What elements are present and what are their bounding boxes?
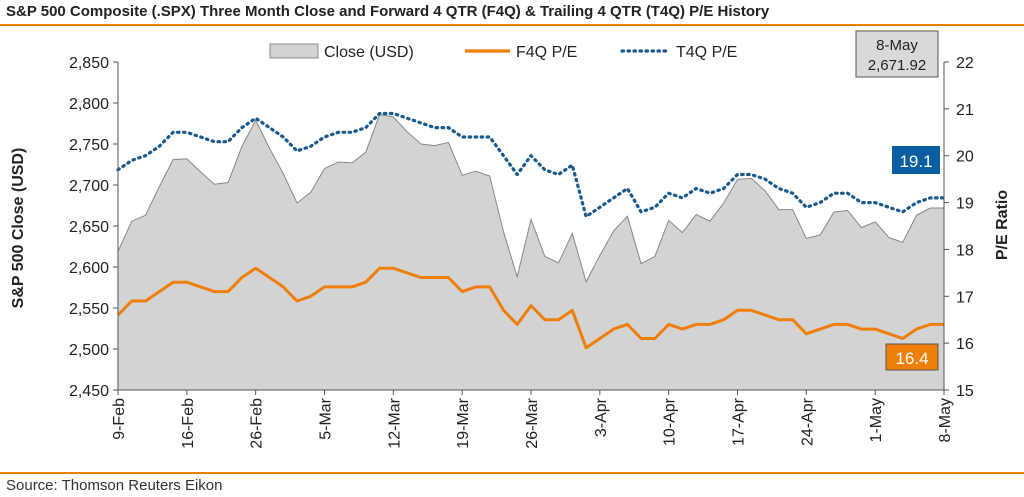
close-area bbox=[117, 113, 945, 391]
close-area-layer bbox=[117, 113, 945, 391]
y-tick-label-right: 18 bbox=[956, 242, 974, 259]
legend: Close (USD) F4Q P/E T4Q P/E bbox=[269, 43, 737, 61]
x-tick-label: 24-Apr bbox=[799, 397, 816, 446]
y-tick-label-right: 17 bbox=[956, 289, 974, 306]
title-rule bbox=[0, 24, 1024, 26]
y-tick-label-right: 22 bbox=[956, 55, 974, 72]
y-tick-label-right: 20 bbox=[956, 149, 974, 166]
f4q-badge: 16.4 bbox=[885, 343, 939, 371]
last-value-callout: 8-May 2,671.92 bbox=[855, 30, 939, 78]
x-tick-label: 17-Apr bbox=[731, 397, 748, 446]
y-tick-label-left: 2,700 bbox=[69, 178, 109, 195]
y-tick-label-left: 2,450 bbox=[69, 383, 109, 400]
pe-lines-layer bbox=[116, 111, 946, 350]
axes-layer: 2,450 2,500 2,550 2,600 2,650 2,700 2,750 2,800… bbox=[69, 55, 974, 449]
y-tick-label-left: 2,500 bbox=[69, 342, 109, 359]
y-tick-label-left: 2,550 bbox=[69, 301, 109, 318]
t4q-line bbox=[116, 111, 946, 219]
y-tick-label-right: 21 bbox=[956, 102, 974, 119]
y-tick-label-right: 19 bbox=[956, 196, 974, 213]
f4q-line bbox=[116, 266, 944, 350]
t4q-badge-box bbox=[892, 146, 940, 174]
t4q-badge-value: 19.1 bbox=[899, 152, 932, 171]
y-tick-label-left: 2,850 bbox=[69, 55, 109, 72]
chart-title: S&P 500 Composite (.SPX) Three Month Clo… bbox=[6, 3, 770, 20]
source-note: Source: Thomson Reuters Eikon bbox=[6, 477, 223, 494]
x-tick-label: 3-Apr bbox=[593, 397, 610, 437]
x-tick-label: 26-Mar bbox=[524, 397, 541, 448]
x-tick-label: 9-Feb bbox=[111, 398, 128, 440]
y-axis-title-left: S&P 500 Close (USD) bbox=[10, 148, 27, 309]
y-tick-label-right: 15 bbox=[956, 383, 974, 400]
source-rule bbox=[0, 472, 1024, 474]
y-tick-label-left: 2,600 bbox=[69, 260, 109, 277]
y-axis-title-right: P/E Ratio bbox=[994, 190, 1011, 260]
y-tick-label-left: 2,650 bbox=[69, 219, 109, 236]
f4q-badge-box bbox=[885, 343, 939, 371]
legend-label-f4q: F4Q P/E bbox=[516, 44, 577, 61]
y-tick-label-right: 16 bbox=[956, 336, 974, 353]
x-tick-label: 10-Apr bbox=[662, 397, 679, 446]
f4q-badge-value: 16.4 bbox=[895, 349, 928, 368]
t4q-badge: 19.1 bbox=[892, 146, 940, 174]
x-tick-label: 19-Mar bbox=[455, 397, 472, 448]
x-tick-label: 1-May bbox=[868, 398, 885, 442]
y-tick-label-left: 2,800 bbox=[69, 96, 109, 113]
x-tick-label: 8-May bbox=[937, 398, 954, 442]
last-date-label: 8-May bbox=[876, 37, 918, 54]
x-tick-label: 5-Mar bbox=[318, 397, 335, 439]
x-tick-label: 12-Mar bbox=[386, 397, 403, 448]
x-tick-label: 26-Feb bbox=[249, 398, 266, 449]
y-tick-label-left: 2,750 bbox=[69, 137, 109, 154]
last-close-label: 2,671.92 bbox=[868, 57, 926, 74]
last-value-box bbox=[855, 30, 939, 78]
x-tick-label: 16-Feb bbox=[180, 398, 197, 449]
legend-label-close: Close (USD) bbox=[324, 44, 414, 61]
legend-swatch-close bbox=[269, 43, 319, 59]
legend-label-t4q: T4Q P/E bbox=[676, 44, 737, 61]
